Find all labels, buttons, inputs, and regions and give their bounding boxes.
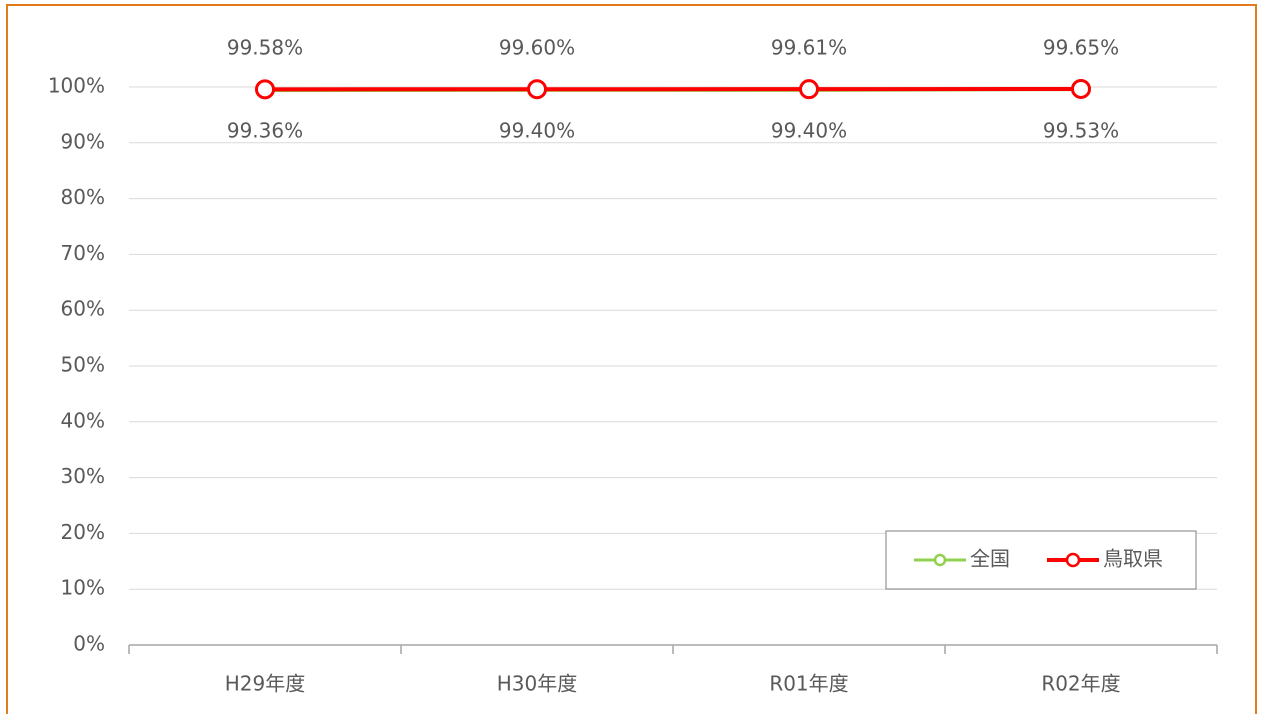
chart-frame: [6, 4, 1257, 714]
data-label: 99.40%: [499, 119, 575, 143]
legend-marker: [1065, 552, 1081, 568]
series-point: [255, 79, 275, 100]
x-tick-label: R01年度: [769, 672, 848, 696]
y-tick-label: 100%: [48, 74, 105, 98]
y-tick-label: 30%: [61, 464, 105, 488]
y-tick-label: 90%: [61, 129, 105, 153]
legend-label: 全国: [970, 547, 1010, 571]
data-label: 99.40%: [771, 119, 847, 143]
series-point: [527, 79, 547, 100]
data-label: 99.36%: [227, 119, 303, 143]
legend-label: 鳥取県: [1103, 547, 1163, 571]
y-tick-label: 20%: [61, 520, 105, 544]
y-tick-label: 60%: [61, 297, 105, 321]
data-label: 99.58%: [227, 36, 303, 60]
x-tick-label: H29年度: [225, 672, 306, 696]
y-tick-label: 10%: [61, 576, 105, 600]
series-point: [799, 79, 819, 100]
y-tick-label: 40%: [61, 408, 105, 432]
y-tick-label: 50%: [61, 353, 105, 377]
data-label: 99.61%: [771, 36, 847, 60]
y-tick-label: 70%: [61, 241, 105, 265]
y-tick-label: 0%: [73, 632, 105, 656]
legend-marker: [933, 553, 947, 567]
y-tick-label: 80%: [61, 185, 105, 209]
x-tick-label: R02年度: [1041, 672, 1120, 696]
data-label: 99.65%: [1043, 36, 1119, 60]
x-tick-label: H30年度: [497, 672, 578, 696]
data-label: 99.53%: [1043, 119, 1119, 143]
data-label: 99.60%: [499, 36, 575, 60]
series-point: [1071, 78, 1091, 99]
